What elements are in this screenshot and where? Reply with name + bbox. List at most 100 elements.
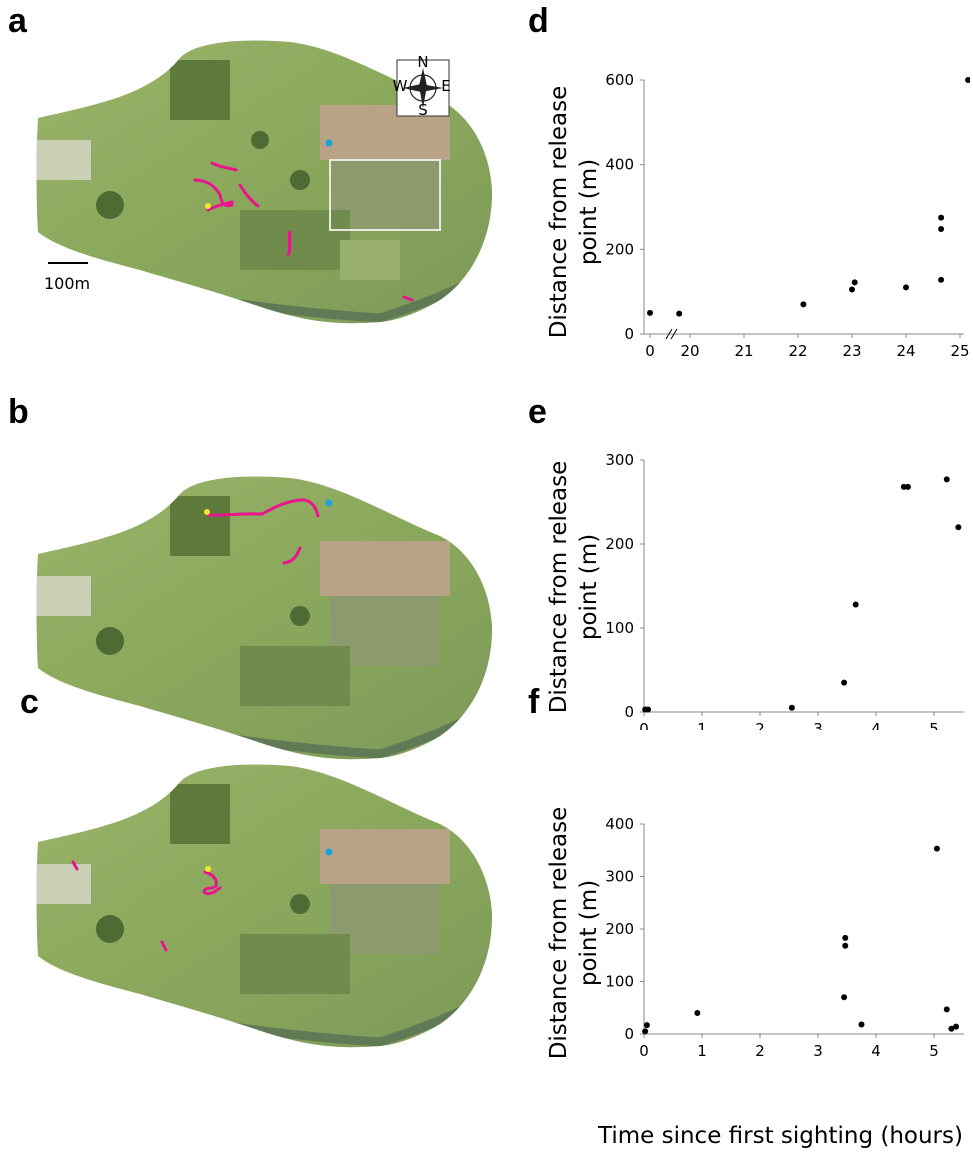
data-point: [933, 845, 940, 852]
data-point: [849, 286, 855, 293]
panel-label-f: f: [528, 683, 540, 721]
y-tick-label: 0: [624, 703, 634, 721]
chart-e: Distance from release point (m) 0 100 200 3…: [546, 451, 964, 730]
release-point: [205, 866, 211, 872]
x-tick-label: 0: [639, 720, 649, 730]
scale-bar: 100m: [44, 262, 90, 293]
y-axis-label-line1: Distance from release: [546, 86, 572, 339]
data-point: [642, 1028, 649, 1035]
x-ticks: 0 20 21 22 23 24 25: [645, 334, 970, 360]
data-point: [647, 309, 653, 316]
x-tick-label: 20: [680, 342, 699, 360]
data-point: [643, 1022, 650, 1029]
compass-n: N: [417, 53, 428, 71]
data-point: [965, 77, 970, 83]
data-point: [903, 284, 909, 291]
tracks: [193, 161, 414, 302]
panel-label-a: a: [8, 2, 27, 40]
data-point: [852, 601, 859, 608]
x-tick-label: 3: [813, 720, 823, 730]
compass-w: W: [393, 77, 408, 95]
y-axis-label-line2: point (m): [576, 880, 602, 986]
scale-label: 100m: [44, 274, 90, 293]
y-tick-label: 200: [605, 535, 634, 553]
y-tick-label: 0: [624, 1025, 634, 1043]
reference-point: [325, 139, 333, 147]
data-point: [851, 279, 858, 286]
data-point: [841, 679, 848, 686]
y-tick-label: 100: [605, 973, 634, 991]
y-ticks: 0 100 200 300: [605, 451, 644, 721]
data-point: [955, 524, 962, 531]
y-tick-label: 400: [605, 815, 634, 833]
release-point: [205, 203, 211, 209]
y-tick-label: 200: [605, 920, 634, 938]
data-points: [647, 77, 970, 317]
axis-break-icon: [665, 328, 678, 340]
y-axis-label-line2: point (m): [576, 534, 602, 640]
data-point: [788, 704, 795, 711]
data-point: [943, 1006, 950, 1013]
aerial-map: [36, 476, 493, 760]
x-tick-label: 4: [871, 720, 881, 730]
data-points: [642, 845, 960, 1035]
y-tick-label: 200: [605, 240, 634, 258]
compass-s: S: [418, 101, 428, 119]
reference-point: [325, 848, 333, 856]
x-tick-label: 23: [842, 342, 861, 360]
data-point: [842, 934, 849, 941]
y-ticks: 0 100 200 300 400: [605, 815, 644, 1043]
data-point: [841, 994, 848, 1001]
y-tick-label: 300: [605, 868, 634, 886]
data-point: [676, 310, 683, 317]
map-c: [36, 764, 493, 1048]
x-tick-label: 2: [755, 720, 765, 730]
data-point: [938, 214, 945, 221]
data-point: [694, 1010, 701, 1016]
x-tick-label: 0: [639, 1042, 649, 1060]
panel-label-d: d: [528, 2, 549, 40]
data-point: [953, 1023, 960, 1030]
x-tick-label: 0: [645, 342, 655, 360]
y-axis-label-line1: Distance from release: [546, 807, 572, 1060]
compass-e: E: [441, 77, 450, 95]
x-tick-label: 3: [813, 1042, 823, 1060]
x-tick-label: 25: [950, 342, 969, 360]
x-tick-label: 2: [755, 1042, 765, 1060]
aerial-map: [36, 764, 493, 1048]
data-point: [842, 942, 849, 949]
x-ticks: 0 1 2 3 4 5: [639, 712, 939, 730]
data-point: [938, 226, 945, 233]
data-point: [800, 301, 807, 308]
y-tick-label: 300: [605, 451, 634, 469]
data-points: [642, 476, 962, 713]
y-axis-label-line1: Distance from release: [546, 461, 572, 714]
data-point: [858, 1021, 865, 1028]
y-tick-label: 0: [624, 325, 634, 343]
data-point: [645, 706, 652, 713]
x-tick-label: 1: [697, 720, 707, 730]
x-tick-label: 1: [697, 1042, 707, 1060]
x-tick-label: 5: [929, 1042, 939, 1060]
x-tick-label: 22: [788, 342, 807, 360]
tracks: [71, 860, 222, 952]
tracks: [206, 498, 320, 565]
x-ticks: 0 1 2 3 4 5: [639, 1034, 939, 1060]
panel-label-b: b: [8, 393, 29, 431]
x-tick-label: 21: [734, 342, 753, 360]
y-axis-label-line2: point (m): [576, 159, 602, 265]
data-point: [943, 476, 950, 483]
y-tick-label: 400: [605, 156, 634, 174]
chart-d: Distance from release point (m) 02004006…: [546, 71, 970, 360]
map-b: [36, 476, 493, 760]
panel-label-e: e: [528, 393, 547, 431]
x-axis-label: Time since first sighting (hours): [598, 1123, 963, 1149]
map-a: N S E W 100m: [36, 40, 493, 324]
panel-label-c: c: [20, 683, 39, 721]
reference-point: [325, 499, 333, 507]
x-tick-label: 4: [871, 1042, 881, 1060]
x-tick-label: 24: [896, 342, 915, 360]
y-tick-label: 100: [605, 619, 634, 637]
release-point: [204, 509, 210, 515]
y-tick-label: 600: [605, 71, 634, 89]
